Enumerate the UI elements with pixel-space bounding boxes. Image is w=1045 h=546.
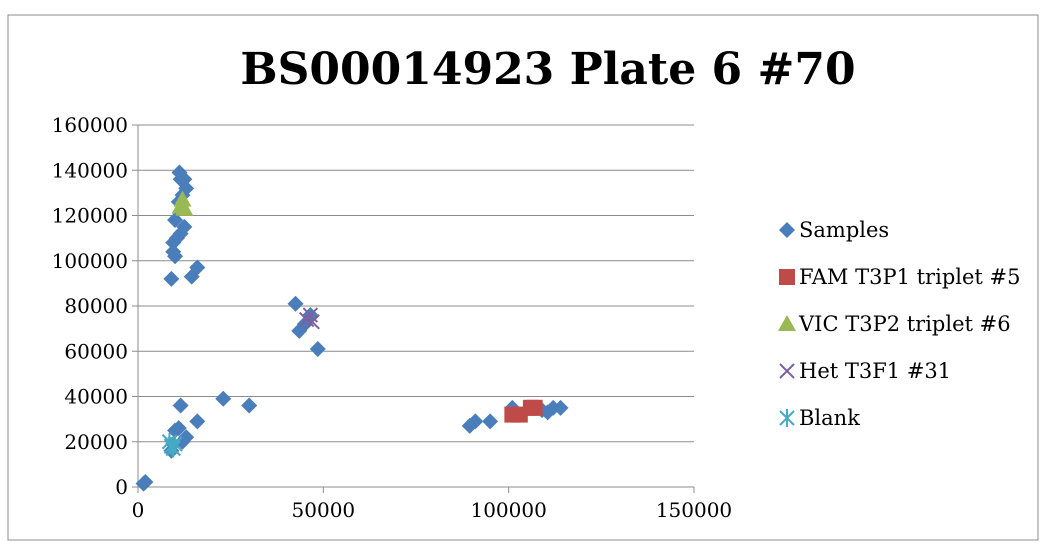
point-s0-34 [467, 413, 484, 430]
x-tick-label-1: 50000 [292, 498, 356, 522]
point-s0-40 [552, 399, 569, 416]
point-s0-11 [241, 397, 258, 414]
point-s0-8 [172, 397, 189, 414]
chart-frame [7, 14, 1039, 541]
y-tick-label-3: 60000 [64, 339, 128, 363]
point-s4-3 [161, 432, 178, 451]
x-tick-label-0: 0 [132, 498, 145, 522]
y-tick-label-6: 120000 [52, 204, 128, 228]
y-tick-label-5: 100000 [52, 249, 128, 273]
point-s0-7 [178, 429, 195, 446]
point-s0-17 [167, 212, 184, 229]
point-s0-1 [137, 474, 154, 491]
point-s0-35 [482, 413, 499, 430]
legend-marker-4 [779, 409, 795, 427]
axes [132, 124, 695, 493]
legend-marker-3 [779, 363, 795, 379]
legend-marker-1 [779, 269, 795, 285]
gridlines [138, 124, 694, 443]
point-s0-25 [176, 171, 193, 188]
legend: Samples FAM T3P1 triplet #5 VIC T3P2 tripl… [778, 218, 1020, 430]
y-tick-label-7: 140000 [52, 158, 128, 182]
y-tick-label-0: 0 [115, 475, 128, 499]
point-s0-9 [189, 413, 206, 430]
legend-marker-2 [778, 315, 796, 331]
legend-label-0: Samples [799, 218, 889, 242]
point-s0-19 [176, 218, 193, 235]
point-s2-2 [175, 199, 194, 216]
point-s0-27 [189, 259, 206, 276]
point-s0-5 [170, 420, 187, 437]
y-tick-label-8: 160000 [52, 113, 128, 137]
data-points [135, 164, 569, 492]
point-s0-14 [167, 248, 184, 265]
legend-label-4: Blank [799, 406, 860, 430]
point-s0-12 [163, 270, 180, 287]
x-tick-label-3: 150000 [656, 498, 732, 522]
y-tick-label-2: 40000 [64, 385, 128, 409]
point-s3-2 [304, 314, 320, 330]
y-tick-label-1: 20000 [64, 430, 128, 454]
x-tick-label-2: 100000 [470, 498, 546, 522]
tick-labels: 0 20000 40000 60000 80000 100000 120000 140000 1… [52, 113, 733, 522]
y-tick-label-4: 80000 [64, 294, 128, 318]
chart-title: BS00014923 Plate 6 #70 [240, 44, 855, 95]
legend-label-2: VIC T3P2 triplet #6 [798, 312, 1011, 336]
point-s0-32 [309, 340, 326, 357]
legend-label-1: FAM T3P1 triplet #5 [799, 265, 1020, 289]
legend-marker-0 [779, 222, 795, 238]
point-s0-10 [215, 390, 232, 407]
point-s0-28 [287, 295, 304, 312]
legend-label-3: Het T3F1 #31 [799, 359, 951, 383]
point-s1-3 [526, 399, 543, 416]
